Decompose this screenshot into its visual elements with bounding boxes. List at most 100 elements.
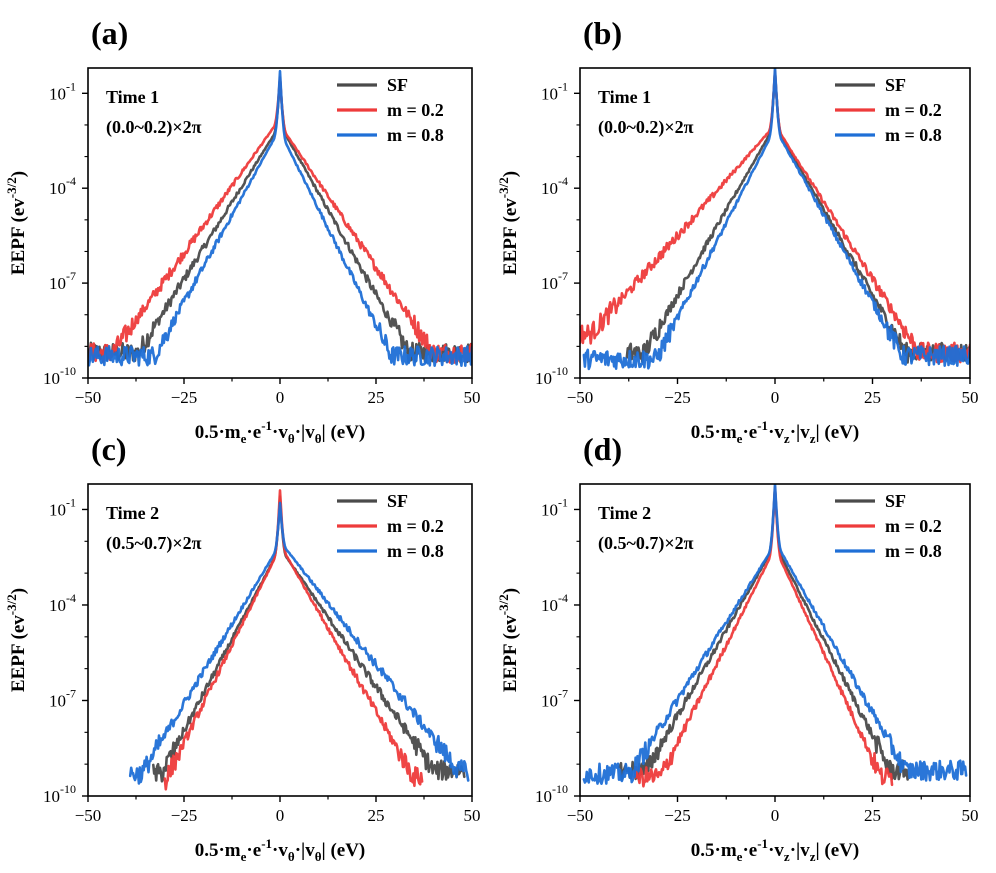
y-tick-base: 10 bbox=[541, 691, 558, 710]
y-tick-label: 10-7 bbox=[49, 269, 76, 293]
x-title-part: ·|v bbox=[295, 422, 316, 443]
series-line-m-0-8 bbox=[582, 484, 968, 785]
x-title-part: ·v bbox=[272, 422, 288, 443]
y-title-end: ) bbox=[8, 171, 29, 177]
y-tick-base: 10 bbox=[49, 84, 66, 103]
annotation-line: (0.5~0.7)×2π bbox=[106, 533, 202, 554]
y-title-superscript: -3/2 bbox=[496, 594, 511, 615]
x-tick-label: 0 bbox=[276, 806, 285, 825]
x-title-part: ·|v bbox=[790, 840, 811, 861]
legend-label: m = 0.8 bbox=[885, 541, 942, 561]
x-title-subscript: e bbox=[737, 431, 743, 446]
x-tick-label: 0 bbox=[771, 388, 780, 407]
y-axis-title: EEPF (ev-3/2) bbox=[496, 171, 521, 275]
x-title-subscript: θ bbox=[315, 849, 322, 864]
y-tick-base: 10 bbox=[43, 787, 60, 806]
series-line-m-0-2 bbox=[633, 485, 894, 788]
legend-label: SF bbox=[387, 75, 408, 95]
x-title-subscript: θ bbox=[315, 431, 322, 446]
x-tick-label: −50 bbox=[567, 388, 594, 407]
y-tick-base: 10 bbox=[541, 179, 558, 198]
y-title-end: ) bbox=[8, 588, 29, 594]
y-tick-label: 10-1 bbox=[541, 495, 568, 519]
x-title-subscript: e bbox=[737, 849, 743, 864]
y-tick-base: 10 bbox=[49, 274, 66, 293]
legend: SF m = 0.2 m = 0.8 bbox=[337, 491, 444, 561]
x-title-subscript: θ bbox=[288, 849, 295, 864]
x-title-superscript: -1 bbox=[261, 836, 272, 851]
series-line-m-0-8 bbox=[88, 69, 472, 367]
y-title-superscript: -3/2 bbox=[496, 177, 511, 198]
y-tick-label: 10-4 bbox=[49, 591, 76, 615]
legend: SF m = 0.2 m = 0.8 bbox=[835, 491, 942, 561]
x-title-subscript: θ bbox=[288, 431, 295, 446]
x-tick-label: −50 bbox=[75, 388, 102, 407]
x-tick-label: −25 bbox=[171, 388, 198, 407]
x-title-part: | (eV) bbox=[816, 840, 860, 861]
y-title-superscript: -3/2 bbox=[4, 594, 19, 615]
y-tick-label: 10-7 bbox=[49, 686, 76, 710]
x-title-part: ·v bbox=[768, 422, 784, 443]
series-group bbox=[88, 69, 472, 367]
legend-label: m = 0.8 bbox=[387, 125, 444, 145]
y-tick-label: 10-1 bbox=[49, 79, 76, 103]
y-title-main: EEPF (ev bbox=[500, 198, 521, 275]
y-tick-label: 10-1 bbox=[541, 79, 568, 103]
x-title-part: 0.5·m bbox=[195, 840, 241, 861]
x-title-part: 0.5·m bbox=[195, 422, 241, 443]
y-tick-exponent: -7 bbox=[66, 269, 76, 283]
x-title-part: | (eV) bbox=[322, 422, 366, 443]
y-tick-label: 10-4 bbox=[49, 174, 76, 198]
annotation-line: (0.0~0.2)×2π bbox=[106, 117, 202, 138]
x-axis-title: 0.5·me·e-1·vz·|vz| (eV) bbox=[691, 836, 860, 864]
x-title-part: 0.5·m bbox=[691, 422, 737, 443]
x-title-part: ·|v bbox=[790, 422, 811, 443]
x-title-subscript: e bbox=[241, 849, 247, 864]
y-tick-exponent: -10 bbox=[552, 782, 568, 796]
y-tick-label: 10-10 bbox=[535, 782, 568, 806]
annotation-line: Time 1 bbox=[106, 87, 159, 107]
legend-label: m = 0.2 bbox=[885, 100, 942, 120]
y-tick-label: 10-10 bbox=[535, 364, 568, 388]
x-axis-title: 0.5·me·e-1·vθ·|vθ| (eV) bbox=[195, 418, 366, 446]
legend-label: SF bbox=[885, 491, 906, 511]
y-tick-exponent: -7 bbox=[66, 686, 76, 700]
x-title-part: ·e bbox=[246, 422, 261, 443]
x-tick-label: 25 bbox=[368, 388, 385, 407]
y-tick-exponent: -4 bbox=[558, 174, 568, 188]
annotation-line: Time 2 bbox=[106, 503, 159, 523]
x-tick-label: 0 bbox=[771, 806, 780, 825]
panel-label: (c) bbox=[91, 431, 127, 467]
y-tick-base: 10 bbox=[541, 500, 558, 519]
series-group bbox=[582, 484, 968, 788]
y-tick-base: 10 bbox=[535, 787, 552, 806]
y-tick-label: 10-1 bbox=[49, 495, 76, 519]
y-title-superscript: -3/2 bbox=[4, 177, 19, 198]
x-tick-label: 25 bbox=[864, 388, 881, 407]
x-title-part: | (eV) bbox=[816, 422, 860, 443]
x-title-subscript: e bbox=[241, 431, 247, 446]
series-line-m-0-2 bbox=[163, 489, 424, 791]
y-tick-exponent: -10 bbox=[60, 782, 76, 796]
x-title-part: ·e bbox=[742, 840, 757, 861]
y-tick-exponent: -10 bbox=[552, 364, 568, 378]
legend-label: m = 0.8 bbox=[387, 541, 444, 561]
legend: SF m = 0.2 m = 0.8 bbox=[835, 75, 942, 145]
x-title-part: ·v bbox=[768, 840, 784, 861]
x-title-part: 0.5·m bbox=[691, 840, 737, 861]
x-tick-label: 50 bbox=[464, 388, 481, 407]
legend-label: m = 0.2 bbox=[387, 100, 444, 120]
x-tick-label: 0 bbox=[276, 388, 285, 407]
y-tick-exponent: -1 bbox=[66, 79, 76, 93]
y-title-main: EEPF (ev bbox=[8, 615, 29, 692]
series-line-sf bbox=[152, 495, 466, 783]
x-title-subscript: z bbox=[784, 849, 790, 864]
series-line-sf bbox=[617, 485, 909, 781]
y-tick-exponent: -1 bbox=[558, 79, 568, 93]
x-title-part: | (eV) bbox=[322, 840, 366, 861]
